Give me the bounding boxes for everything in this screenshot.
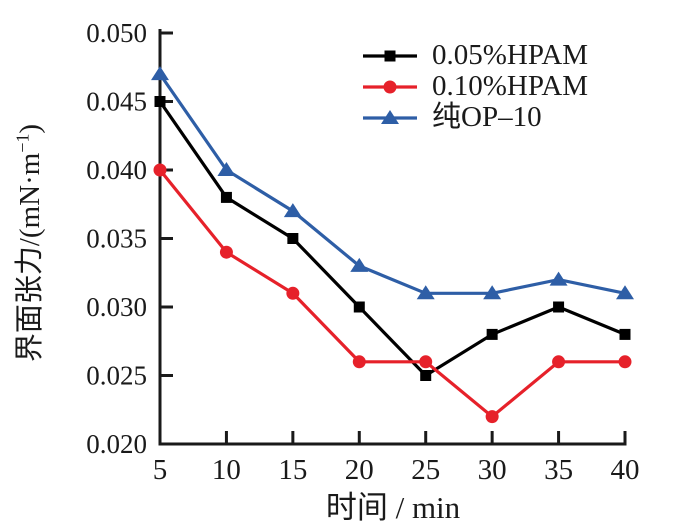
y-tick-label: 0.045 <box>86 87 147 117</box>
data-point-marker <box>350 257 369 272</box>
y-axis-title-superscript: −1 <box>12 133 33 153</box>
legend: 0.05%HPAM 0.10%HPAM 纯OP–10 <box>362 40 588 133</box>
data-point-marker <box>618 355 632 369</box>
y-tick-label: 0.050 <box>86 18 147 48</box>
legend-label-pure-op10: 纯OP–10 <box>432 101 542 133</box>
legend-item-pure-op10: 纯OP–10 <box>362 102 588 133</box>
y-tick-label: 0.025 <box>86 361 147 391</box>
legend-label-005-hpam: 0.05%HPAM <box>432 39 589 71</box>
data-point-marker <box>151 66 169 81</box>
y-tick-label: 0.035 <box>86 224 147 254</box>
y-tick-label: 0.020 <box>86 429 147 459</box>
legend-circle-marker-icon <box>363 80 417 93</box>
x-tick-label: 35 <box>544 454 573 486</box>
x-tick-label: 5 <box>153 454 168 486</box>
data-point-marker <box>286 286 300 300</box>
y-axis-title-text: 界面张力/(mN·m <box>14 152 46 363</box>
data-point-marker <box>154 96 166 107</box>
data-point-marker <box>217 162 236 176</box>
y-tick-label: 0.040 <box>86 155 147 185</box>
data-point-marker <box>283 203 302 218</box>
x-tick-label: 25 <box>411 454 440 486</box>
data-point-marker <box>153 163 167 177</box>
data-point-marker <box>549 271 568 286</box>
legend-label-010-hpam: 0.10%HPAM <box>432 70 589 102</box>
data-point-marker <box>420 370 432 381</box>
data-point-marker <box>485 410 499 424</box>
data-point-marker <box>219 245 233 259</box>
x-tick-label: 15 <box>278 454 307 486</box>
data-point-marker <box>353 301 365 313</box>
legend-item-010-hpam: 0.10%HPAM <box>362 71 588 102</box>
y-axis-title: 界面张力/(mN·m−1) <box>11 63 49 423</box>
x-tick-label: 30 <box>478 454 507 486</box>
series-line <box>158 73 626 295</box>
x-tick-label: 20 <box>345 454 374 486</box>
data-point-marker <box>416 285 435 300</box>
data-point-marker <box>287 233 299 244</box>
series-line <box>158 100 626 378</box>
data-point-marker <box>619 328 631 340</box>
y-axis-title-close: ) <box>14 123 46 134</box>
x-tick-label: 10 <box>212 454 241 486</box>
x-axis-title: 时间 / min <box>325 490 461 525</box>
data-point-marker <box>486 328 498 340</box>
data-point-marker <box>220 191 232 203</box>
x-tick-label: 40 <box>611 454 640 486</box>
data-point-marker <box>553 301 565 313</box>
data-point-marker <box>483 285 502 300</box>
legend-item-005-hpam: 0.05%HPAM <box>362 40 588 71</box>
legend-triangle-marker-icon <box>363 109 417 124</box>
triangle-marker-icon <box>381 109 399 124</box>
legend-square-marker-icon <box>363 50 417 61</box>
data-point-marker <box>552 355 566 369</box>
data-point-marker <box>419 355 433 369</box>
data-point-marker <box>616 285 634 300</box>
circle-marker-icon <box>383 80 397 93</box>
data-point-marker <box>352 355 366 369</box>
series-line <box>158 168 625 419</box>
y-tick-label: 0.030 <box>86 292 147 322</box>
square-marker-icon <box>384 50 396 61</box>
